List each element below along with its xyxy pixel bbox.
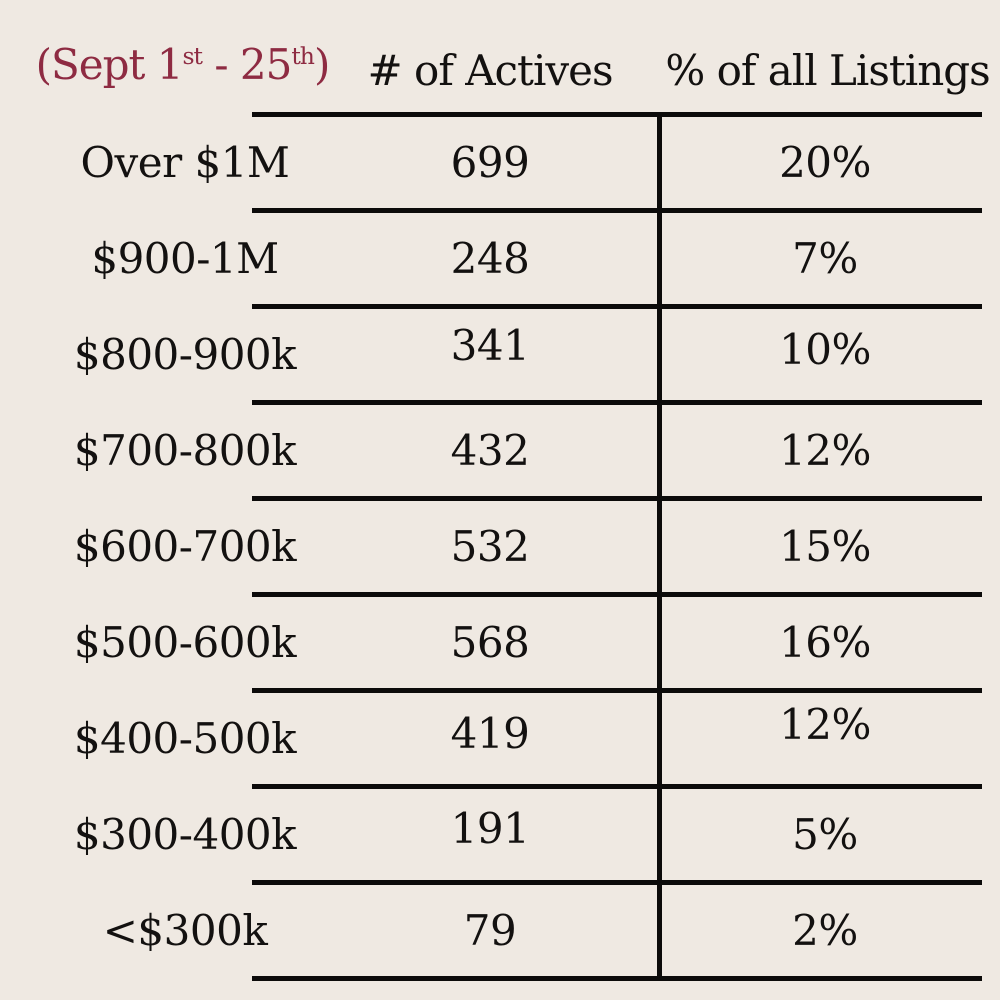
table-row: $300-400k1915% (0, 786, 1000, 882)
date-range-label: (Sept 1st - 25th) (25, 40, 340, 89)
actives-count-cell: 432 (340, 402, 640, 498)
price-range-cell: $900-1M (25, 210, 345, 306)
table-row: Over $1M69920% (0, 114, 1000, 210)
column-header-listings: % of all Listings (655, 46, 1000, 95)
row-divider-line (252, 784, 982, 789)
price-range-cell: $500-600k (25, 594, 345, 690)
percent-cell: 7% (662, 210, 988, 306)
percent-cell: 10% (662, 301, 988, 397)
price-range-cell: $800-900k (25, 306, 345, 402)
actives-count-cell: 248 (340, 210, 640, 306)
table-row: $700-800k43212% (0, 402, 1000, 498)
date-range-mid: - 25 (202, 40, 291, 89)
row-divider-line (252, 208, 982, 213)
row-divider-line (252, 496, 982, 501)
price-range-cell: $300-400k (25, 786, 345, 882)
actives-count-cell: 419 (340, 685, 640, 781)
table-row: $800-900k34110% (0, 306, 1000, 402)
actives-count-cell: 699 (340, 114, 640, 210)
actives-count-cell: 532 (340, 498, 640, 594)
active-listings-table-graphic: (Sept 1st - 25th) # of Actives % of all … (0, 0, 1000, 1000)
actives-count-cell: 341 (340, 297, 640, 393)
actives-count-cell: 191 (340, 780, 640, 876)
table-row: <$300k792% (0, 882, 1000, 978)
row-divider-line (252, 880, 982, 885)
actives-count-cell: 79 (340, 882, 640, 978)
date-range-prefix: (Sept 1 (36, 40, 183, 89)
actives-count-cell: 568 (340, 594, 640, 690)
row-divider-line (252, 688, 982, 693)
row-divider-line (252, 112, 982, 117)
row-divider-line (252, 304, 982, 309)
table-row: $400-500k41912% (0, 690, 1000, 786)
price-range-cell: $600-700k (25, 498, 345, 594)
percent-cell: 20% (662, 114, 988, 210)
row-divider-line (252, 976, 982, 981)
percent-cell: 2% (662, 882, 988, 978)
price-range-cell: $400-500k (25, 690, 345, 786)
row-divider-line (252, 400, 982, 405)
price-range-cell: $700-800k (25, 402, 345, 498)
date-range-superscript-th: th (291, 42, 314, 70)
price-range-cell: <$300k (25, 882, 345, 978)
row-divider-line (252, 592, 982, 597)
table-row: $900-1M2487% (0, 210, 1000, 306)
percent-cell: 5% (662, 786, 988, 882)
table-row: $600-700k53215% (0, 498, 1000, 594)
price-range-cell: Over $1M (25, 114, 345, 210)
date-range-superscript-st: st (182, 42, 202, 70)
percent-cell: 12% (662, 402, 988, 498)
percent-cell: 15% (662, 498, 988, 594)
column-header-actives: # of Actives (330, 46, 650, 95)
column-divider-line (657, 112, 662, 981)
table-body: Over $1M69920%$900-1M2487%$800-900k34110… (0, 114, 1000, 978)
date-range-suffix: ) (314, 40, 329, 89)
